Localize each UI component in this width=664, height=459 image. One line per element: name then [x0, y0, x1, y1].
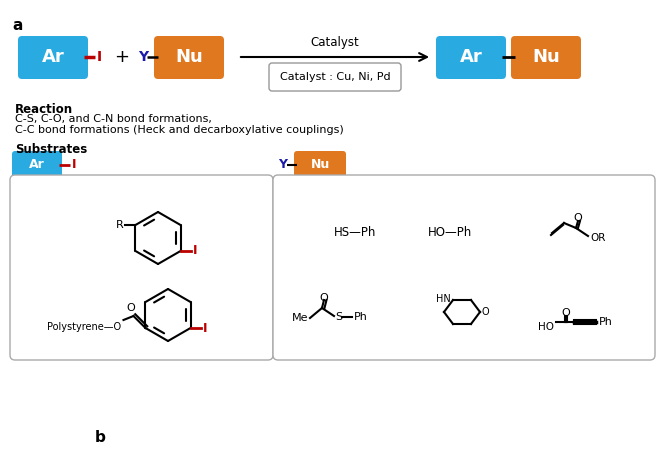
Text: I: I	[193, 245, 197, 257]
Text: O: O	[126, 303, 135, 313]
Text: OR: OR	[590, 233, 606, 243]
FancyBboxPatch shape	[12, 151, 62, 179]
Text: HO: HO	[538, 322, 554, 332]
Text: I: I	[72, 158, 76, 172]
Text: Y: Y	[278, 158, 287, 172]
Text: Reaction: Reaction	[15, 103, 73, 116]
FancyBboxPatch shape	[18, 36, 88, 79]
Text: I: I	[97, 50, 102, 64]
Text: O: O	[482, 307, 489, 317]
Text: R: R	[116, 220, 124, 230]
FancyBboxPatch shape	[294, 151, 346, 179]
Text: O: O	[562, 308, 570, 318]
Text: Ph: Ph	[599, 317, 613, 327]
Text: a: a	[12, 18, 23, 33]
Text: I: I	[203, 321, 207, 335]
Text: Nu: Nu	[310, 158, 329, 172]
Text: Catalyst : Cu, Ni, Pd: Catalyst : Cu, Ni, Pd	[280, 72, 390, 82]
FancyBboxPatch shape	[10, 175, 273, 360]
Text: Nu: Nu	[175, 48, 203, 66]
FancyBboxPatch shape	[511, 36, 581, 79]
FancyBboxPatch shape	[154, 36, 224, 79]
Text: C-C bond formations (Heck and decarboxylative couplings): C-C bond formations (Heck and decarboxyl…	[15, 125, 344, 135]
FancyBboxPatch shape	[436, 36, 506, 79]
Text: Me: Me	[291, 313, 308, 323]
Text: Ph: Ph	[354, 312, 368, 322]
Text: Substrates: Substrates	[15, 143, 87, 156]
Text: HO—Ph: HO—Ph	[428, 225, 472, 239]
Text: Ar: Ar	[29, 158, 45, 172]
Text: Ar: Ar	[459, 48, 482, 66]
Text: O: O	[319, 293, 329, 303]
Text: Y: Y	[138, 50, 148, 64]
Text: Nu: Nu	[532, 48, 560, 66]
Text: HS—Ph: HS—Ph	[334, 225, 376, 239]
FancyBboxPatch shape	[273, 175, 655, 360]
Text: b: b	[95, 430, 106, 445]
Text: Ar: Ar	[42, 48, 64, 66]
Text: Catalyst: Catalyst	[311, 36, 359, 49]
FancyBboxPatch shape	[269, 63, 401, 91]
Text: HN: HN	[436, 294, 451, 304]
Text: Polystyrene—O: Polystyrene—O	[47, 322, 122, 332]
Text: S: S	[335, 312, 342, 322]
Text: +: +	[114, 48, 129, 66]
Text: C-S, C-O, and C-N bond formations,: C-S, C-O, and C-N bond formations,	[15, 114, 212, 124]
Text: O: O	[574, 213, 582, 223]
